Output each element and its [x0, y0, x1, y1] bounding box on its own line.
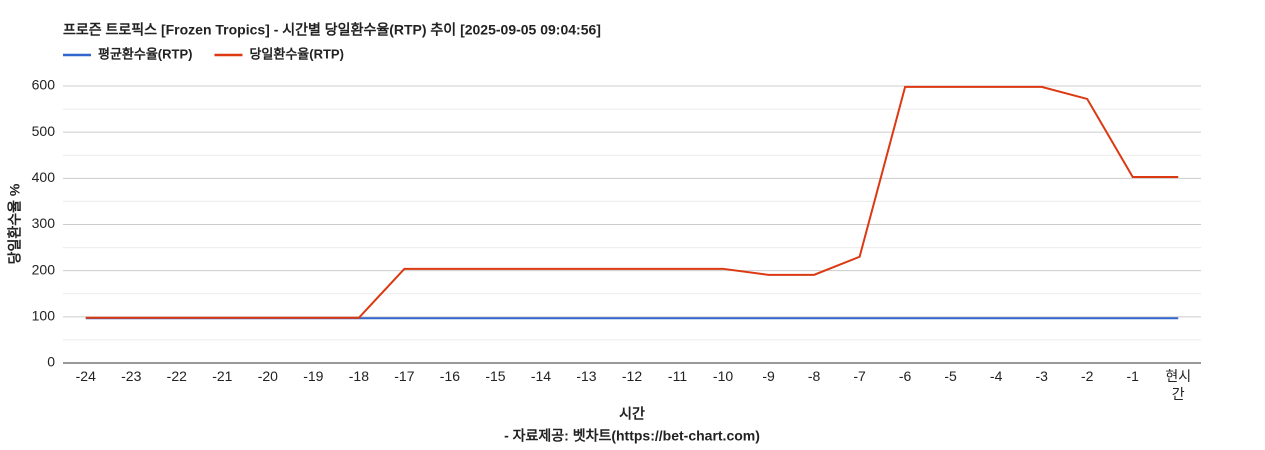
x-tick-label: 현시간 [1165, 368, 1192, 402]
x-tick-label: -10 [712, 368, 734, 384]
x-tick-label: -24 [75, 368, 96, 384]
x-tick-label: -9 [762, 368, 775, 384]
x-tick-label: -1 [1126, 368, 1139, 384]
y-axis-title: 당일환수율 % [7, 183, 23, 264]
x-tick-label: -8 [807, 368, 821, 384]
x-tick-label: -21 [212, 368, 233, 384]
x-tick-label: -20 [257, 368, 278, 384]
y-tick-label: 500 [32, 123, 56, 139]
x-axis-title: 시간 [619, 406, 645, 422]
x-tick-label: -4 [989, 368, 1003, 384]
x-tick-label: -19 [303, 368, 324, 384]
y-tick-label: 0 [47, 354, 55, 370]
x-tick-label: -22 [166, 368, 187, 384]
x-tick-label: -14 [530, 368, 552, 384]
x-tick-label: -11 [667, 368, 688, 384]
y-tick-label: 300 [32, 215, 56, 231]
x-tick-label: -15 [485, 368, 506, 384]
x-tick-label: -5 [944, 368, 957, 384]
x-tick-label: -16 [439, 368, 461, 384]
x-tick-label: -2 [1080, 368, 1094, 384]
chart-title: 프로즌 트로픽스 [Frozen Tropics] - 시간별 당일환수율(RT… [63, 22, 601, 38]
footer: - 자료제공: 벳차트(https://bet-chart.com) [504, 428, 760, 444]
y-tick-label: 600 [32, 77, 56, 93]
x-tick-label: -18 [348, 368, 369, 384]
y-tick-label: 100 [32, 308, 56, 324]
x-tick-label: -7 [853, 368, 866, 384]
x-tick-label: -17 [394, 368, 415, 384]
y-tick-label: 200 [32, 261, 56, 277]
x-tick-label: -6 [898, 368, 912, 384]
legend-label: 당일환수율(RTP) [249, 46, 343, 61]
legend-label: 평균환수율(RTP) [98, 46, 192, 61]
y-tick-label: 400 [32, 169, 56, 185]
x-tick-label: -3 [1035, 368, 1048, 384]
x-tick-label: -12 [621, 368, 643, 384]
series-line [85, 85, 1179, 319]
x-tick-label: -23 [121, 368, 142, 384]
x-tick-label: -13 [576, 368, 597, 384]
